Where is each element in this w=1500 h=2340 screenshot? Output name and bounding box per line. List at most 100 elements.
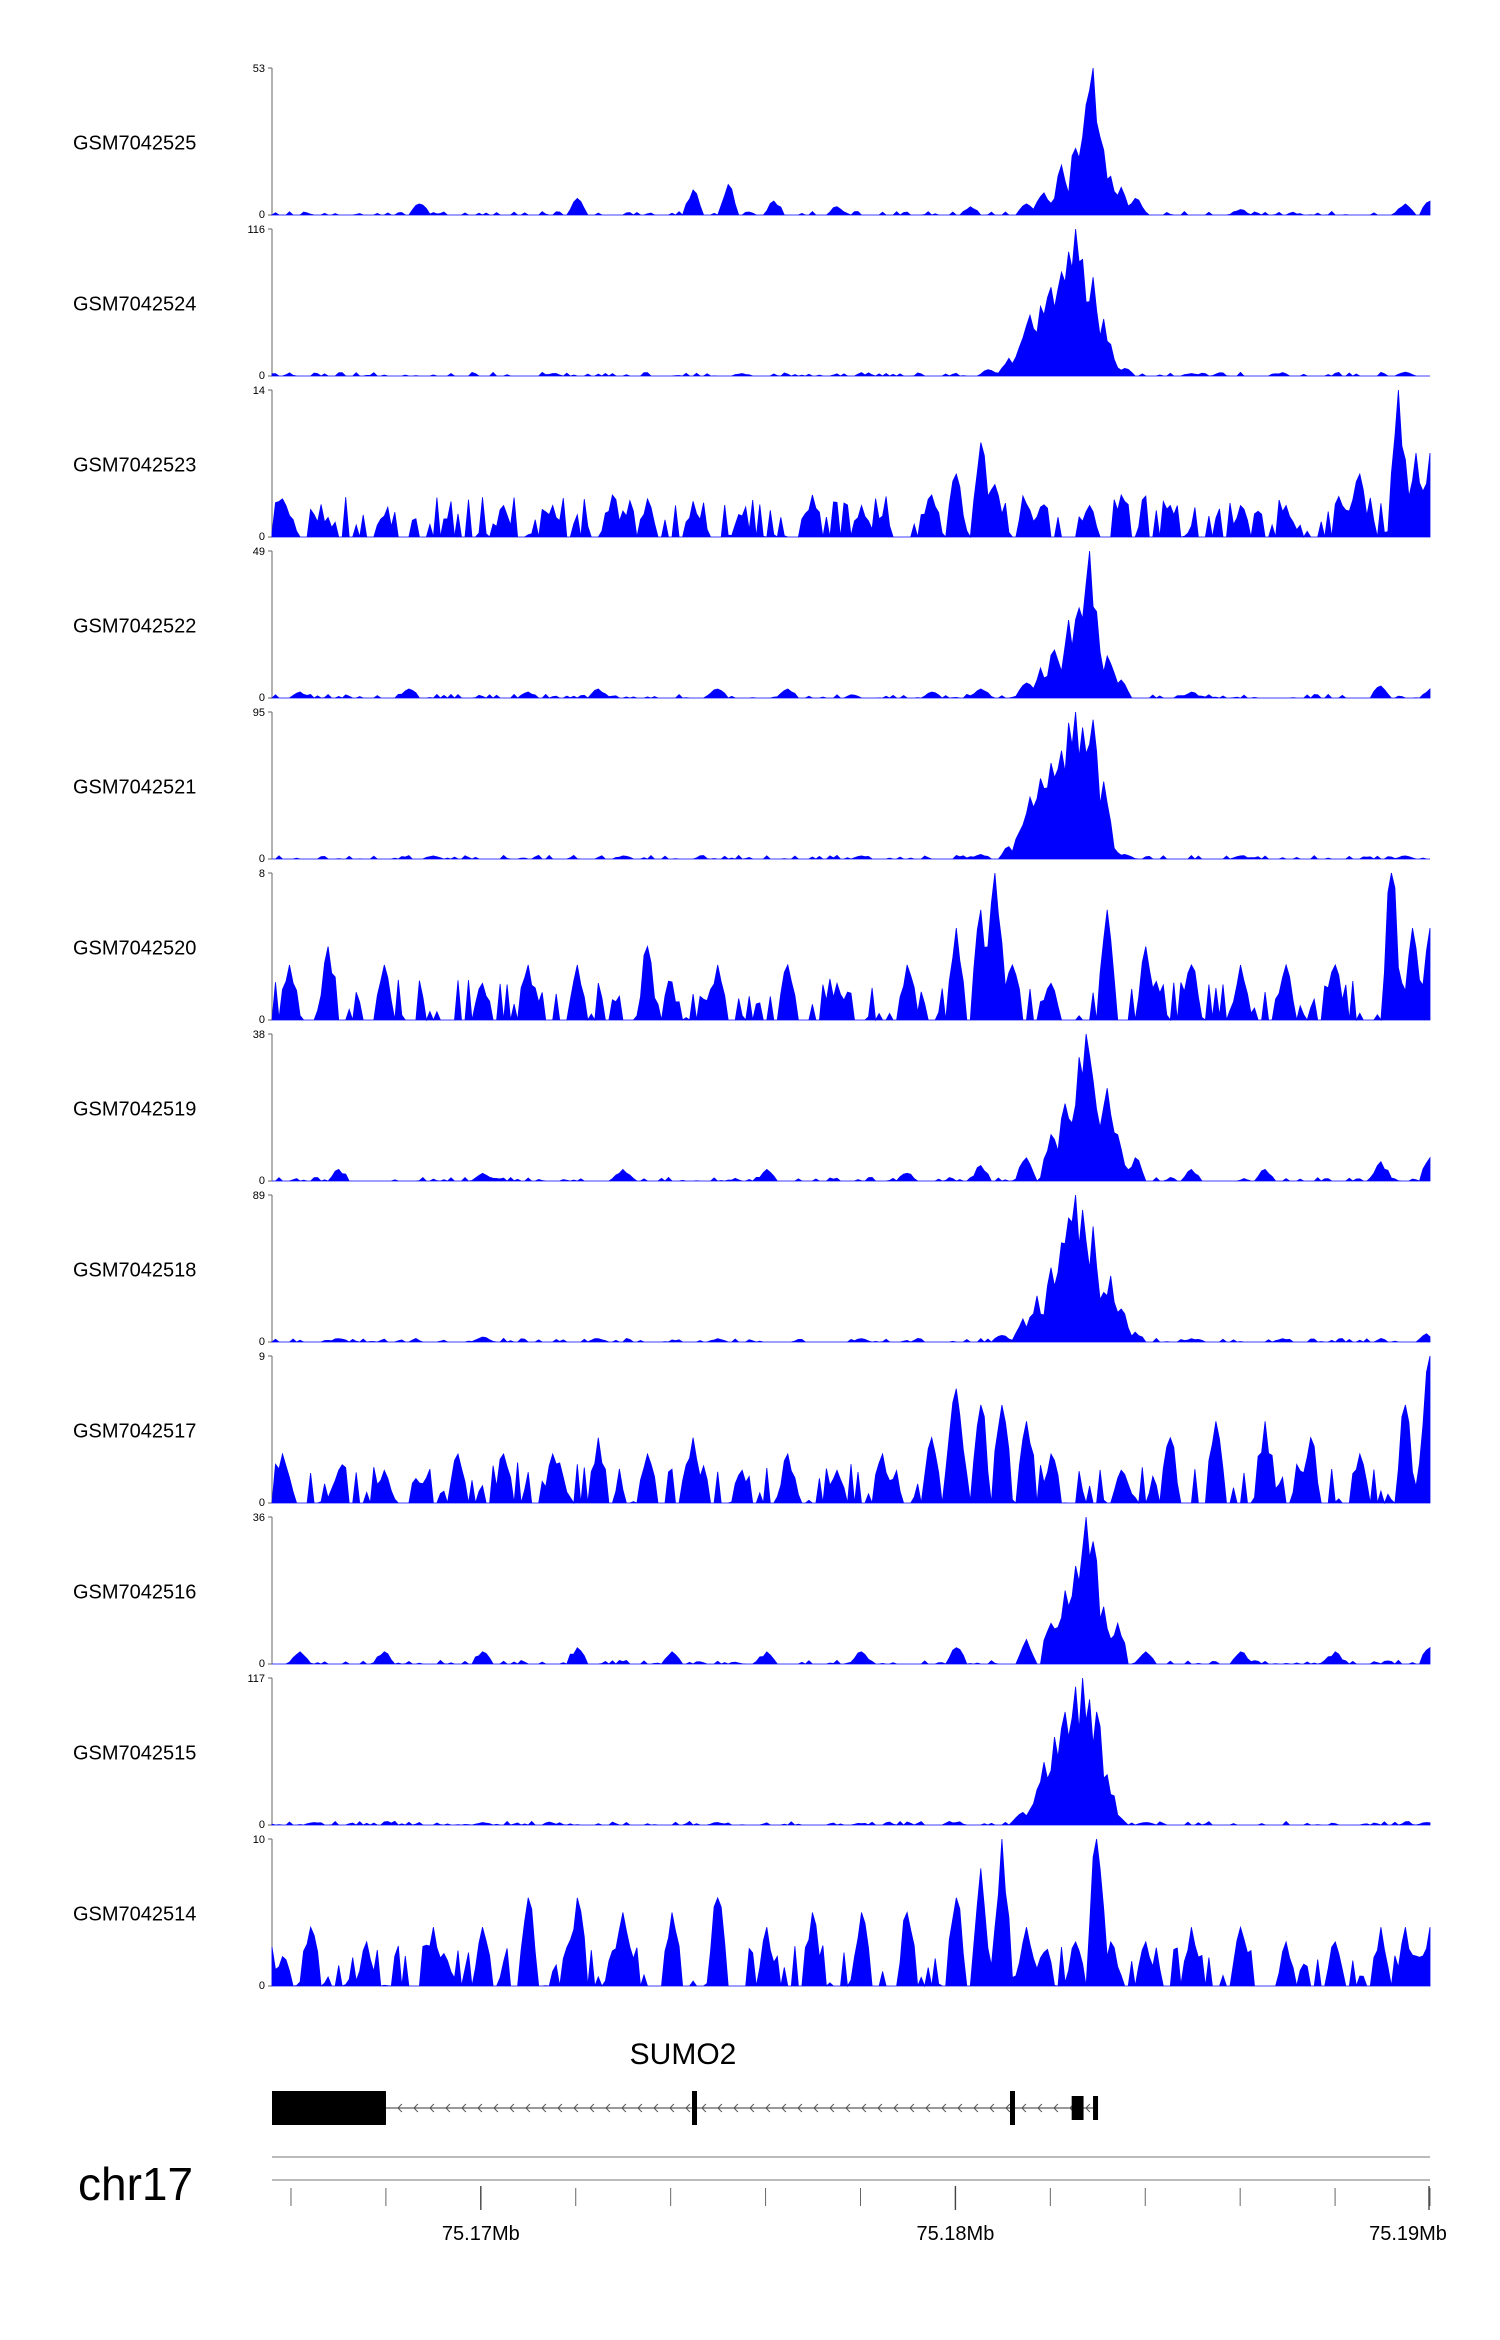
signal-area [271,1677,1431,1826]
y-min-label: 0 [259,370,265,382]
strand-arrow [509,2103,515,2113]
strand-arrow [1021,2103,1027,2113]
strand-arrow [669,2103,675,2113]
strand-arrow [1053,2103,1059,2113]
track-name-label: GSM7042516 [73,1582,196,1604]
track-name-label: GSM7042517 [73,1421,196,1443]
chromosome-label: chr17 [78,2158,193,2210]
track-GSM7042521: GSM7042521 95 0 [73,707,1430,865]
gene-name-label: SUMO2 [630,2038,737,2071]
track-GSM7042520: GSM7042520 8 0 [73,868,1431,1026]
axis-tick-label: 75.17Mb [442,2223,520,2245]
y-min-label: 0 [259,1980,265,1992]
y-max-label: 53 [253,63,265,75]
y-min-label: 0 [259,1658,265,1670]
strand-arrow [941,2103,947,2113]
track-GSM7042516: GSM7042516 36 0 [73,1512,1431,1670]
strand-arrow [845,2103,851,2113]
strand-arrow [541,2103,547,2113]
signal-area [270,1194,1431,1343]
strand-arrow [605,2103,611,2113]
signal-area [271,228,1430,377]
strand-arrow [925,2103,931,2113]
y-max-label: 116 [247,224,265,236]
strand-arrow [493,2103,499,2113]
axis-tick-label: 75.18Mb [916,2223,994,2245]
y-min-label: 0 [259,531,265,543]
strand-arrow [829,2103,835,2113]
strand-arrow [749,2103,755,2113]
signal-area [271,1355,1431,1505]
strand-arrow [637,2103,643,2113]
utr-block [272,2092,386,2124]
strand-arrow [701,2103,707,2113]
exon [1071,2096,1084,2120]
track-name-label: GSM7042520 [73,938,196,960]
signal-area [272,1033,1431,1182]
track-GSM7042524: GSM7042524 116 0 [73,224,1430,382]
y-min-label: 0 [259,1819,265,1831]
y-min-label: 0 [259,209,265,221]
strand-arrow [573,2103,579,2113]
strand-arrow [733,2103,739,2113]
track-GSM7042518: GSM7042518 89 0 [73,1190,1431,1348]
strand-arrow [877,2103,883,2113]
strand-arrow [653,2103,659,2113]
strand-arrow [445,2103,451,2113]
y-max-label: 36 [253,1512,265,1524]
strand-arrow [989,2103,995,2113]
strand-arrow [797,2103,803,2113]
y-max-label: 89 [253,1190,265,1202]
strand-arrow [589,2103,595,2113]
track-name-label: GSM7042519 [73,1099,196,1121]
strand-arrow [813,2103,819,2113]
track-GSM7042517: GSM7042517 9 0 [73,1351,1431,1509]
strand-arrow [525,2103,531,2113]
y-min-label: 0 [259,1175,265,1187]
y-max-label: 9 [259,1351,265,1363]
signal-area [272,1516,1431,1665]
track-GSM7042523: GSM7042523 14 0 [73,385,1431,543]
signal-area [270,67,1431,216]
y-min-label: 0 [259,853,265,865]
strand-arrow [557,2103,563,2113]
track-GSM7042519: GSM7042519 38 0 [73,1029,1431,1187]
strand-arrow [461,2103,467,2113]
strand-arrow [909,2103,915,2113]
strand-arrow [477,2103,483,2113]
strand-arrow [429,2103,435,2113]
y-max-label: 10 [253,1834,265,1846]
track-name-label: GSM7042525 [73,133,196,155]
y-max-label: 117 [247,1673,265,1685]
strand-arrow [685,2103,691,2113]
strand-arrow [957,2103,963,2113]
strand-arrow [861,2103,867,2113]
gene-model-track: SUMO2 [272,2038,1099,2125]
track-name-label: GSM7042521 [73,777,196,799]
signal-tracks: GSM7042525 53 0 GSM7042524 116 0 GSM7042523 14 0… [73,63,1431,1992]
exon [692,2091,698,2125]
track-name-label: GSM7042523 [73,455,196,477]
strand-arrow [413,2103,419,2113]
track-name-label: GSM7042524 [73,294,196,316]
y-max-label: 14 [253,385,265,397]
track-name-label: GSM7042522 [73,616,196,638]
signal-area [270,550,1431,699]
strand-arrow [973,2103,979,2113]
track-name-label: GSM7042515 [73,1743,196,1765]
strand-arrow [893,2103,899,2113]
track-GSM7042515: GSM7042515 117 0 [73,1673,1431,1831]
track-name-label: GSM7042518 [73,1260,196,1282]
strand-arrow [781,2103,787,2113]
signal-area [271,1838,1431,1988]
signal-area [271,872,1431,1022]
strand-arrow [397,2103,403,2113]
strand-arrow [1037,2103,1043,2113]
y-max-label: 8 [259,868,265,880]
strand-arrow [621,2103,627,2113]
y-min-label: 0 [259,1497,265,1509]
strand-arrow [1005,2103,1011,2113]
y-min-label: 0 [259,692,265,704]
track-name-label: GSM7042514 [73,1904,196,1926]
